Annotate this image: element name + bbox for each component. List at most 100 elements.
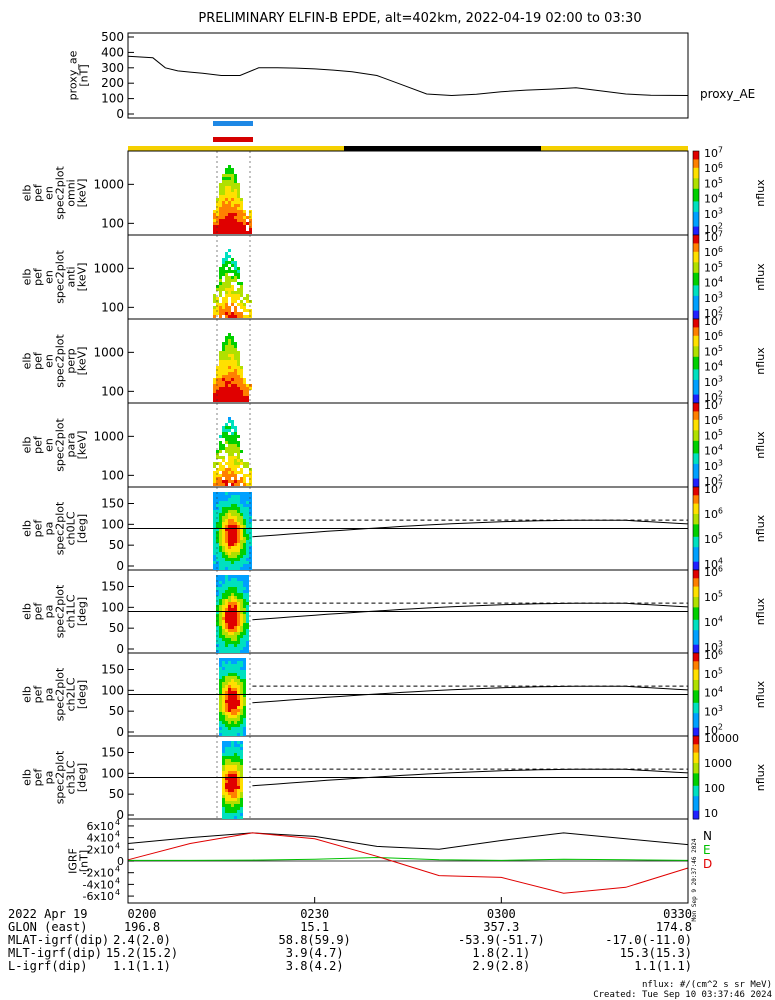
spectrogram-cell (219, 375, 222, 378)
panel6-ylabel-line: ch1LC (65, 594, 78, 628)
spectrogram-cell (234, 602, 237, 605)
spectrogram-cell (231, 513, 234, 516)
spectrogram-cell (231, 525, 234, 528)
spectrogram-cell (237, 459, 240, 462)
spectrogram-cell (228, 336, 231, 339)
spectrogram-cell (243, 474, 246, 477)
spectrogram-cell (219, 222, 222, 225)
ae-ytick-label: 100 (101, 92, 124, 106)
spectrogram-cell (228, 390, 231, 393)
spectrogram-cell (240, 231, 243, 234)
colorbar-cell (693, 555, 699, 559)
spectrogram-cell (228, 183, 231, 186)
spectrogram-cell (228, 210, 231, 213)
spectrogram-cell (225, 795, 228, 798)
colorbar-cell (693, 596, 699, 600)
spectrogram-cell (243, 575, 246, 578)
colorbar-cell (693, 155, 699, 158)
spectrogram-cell (228, 339, 231, 342)
colorbar-cell (693, 415, 699, 419)
spectrogram-cell (225, 762, 228, 765)
spectrogram-cell (237, 747, 240, 750)
spectrogram-cell (231, 733, 234, 736)
spectrogram-cell (246, 596, 249, 599)
spectrogram-cell (234, 679, 237, 682)
spectrogram-cell (228, 312, 231, 315)
spectrogram-cell (243, 709, 246, 712)
spectrogram-cell (231, 381, 234, 384)
spectrogram-cell (240, 765, 243, 768)
spectrogram-cell (231, 664, 234, 667)
spectrogram-cell (222, 712, 225, 715)
spectrogram-cell (222, 750, 225, 753)
spectrogram-cell (228, 715, 231, 718)
spectrogram-cell (237, 378, 240, 381)
spectrogram-cell (228, 792, 231, 795)
spectrogram-cell (222, 638, 225, 641)
spectrogram-cell (237, 471, 240, 474)
spectrogram-cell (225, 285, 228, 288)
spectrogram-cell (246, 231, 249, 234)
panel8-ylabel-line: elb (21, 769, 34, 786)
spectrogram-cell (222, 635, 225, 638)
spectrogram-cell (222, 753, 225, 756)
spectrogram-cell (213, 465, 216, 468)
spectrogram-cell (219, 599, 222, 602)
spectrogram-cell (222, 561, 225, 564)
spectrogram-cell (225, 623, 228, 626)
spectrogram-cell (234, 207, 237, 210)
spectrogram-cell (234, 345, 237, 348)
spectrogram-cell (228, 546, 231, 549)
spectrogram-cell (225, 474, 228, 477)
spectrogram-cell (228, 276, 231, 279)
spectrogram-cell (240, 552, 243, 555)
spectrogram-cell (240, 599, 243, 602)
colorbar-cell (693, 713, 699, 716)
spectrogram-cell (234, 441, 237, 444)
ephem-value: 3.8(4.2) (286, 959, 344, 973)
spectrogram-cell (222, 174, 225, 177)
colorbar-cell (693, 721, 699, 725)
spectrogram-cell (225, 608, 228, 611)
spectrogram-cell (243, 596, 246, 599)
spectrogram-cell (216, 510, 219, 513)
panel8-colorbar-tick: 100 (704, 782, 725, 795)
spectrogram-cell (225, 216, 228, 219)
spectrogram-cell (243, 228, 246, 231)
panel6-colorbar-label: nflux (754, 597, 767, 625)
spectrogram-cell (240, 798, 243, 801)
panel5-ytick-label: 150 (101, 497, 124, 511)
spectrogram-cell (237, 462, 240, 465)
ephem-row-label: GLON (east) (8, 920, 87, 934)
colorbar-cell (693, 340, 699, 343)
spectrogram-cell (219, 709, 222, 712)
spectrogram-cell (249, 219, 252, 222)
colorbar-cell (693, 151, 699, 154)
colorbar-cell (693, 245, 699, 249)
panel2-ylabel-line: spec2plot (54, 250, 67, 304)
spectrogram-cell (234, 712, 237, 715)
spectrogram-cell (228, 417, 231, 420)
spectrogram-cell (222, 629, 225, 632)
spectrogram-cell (237, 623, 240, 626)
colorbar-cell (693, 314, 699, 318)
spectrogram-cell (228, 216, 231, 219)
spectrogram-cell (240, 285, 243, 288)
spectrogram-cell (216, 462, 219, 465)
spectrogram-cell (219, 228, 222, 231)
spectrogram-cell (240, 661, 243, 664)
colorbar-cell (693, 731, 699, 735)
spectrogram-cell (225, 771, 228, 774)
spectrogram-cell (228, 477, 231, 480)
spectrogram-cell (237, 525, 240, 528)
spectrogram-cell (231, 189, 234, 192)
spectrogram-cell (249, 549, 252, 552)
spectrogram-cell (222, 780, 225, 783)
spectrogram-cell (228, 177, 231, 180)
ephem-row-label: L-igrf(dip) (8, 959, 87, 973)
colorbar-cell (693, 390, 699, 393)
spectrogram-cell (219, 522, 222, 525)
spectrogram-cell (225, 192, 228, 195)
spectrogram-cell (225, 222, 228, 225)
spectrogram-cell (234, 426, 237, 429)
